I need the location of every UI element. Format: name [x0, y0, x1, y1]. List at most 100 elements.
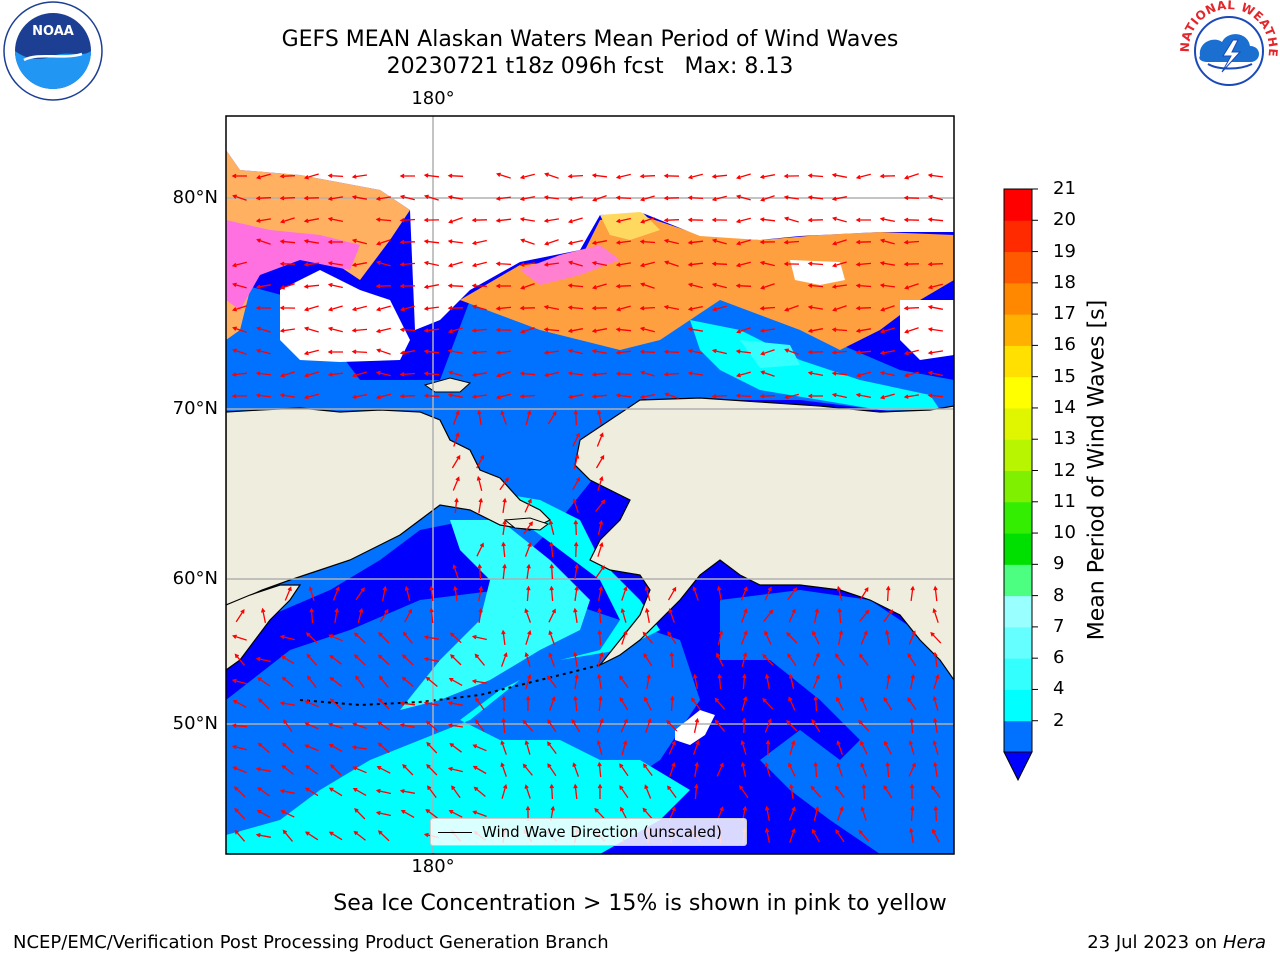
wind-wave-arrow [789, 783, 794, 799]
wind-wave-arrow [304, 700, 319, 708]
wind-wave-arrow [520, 326, 535, 334]
wind-wave-arrow [927, 327, 943, 332]
wind-wave-arrow [328, 831, 343, 841]
wind-wave-arrow [904, 327, 919, 334]
wind-wave-arrow [453, 432, 460, 447]
wind-wave-arrow [567, 173, 584, 179]
wind-wave-arrow [352, 787, 367, 796]
wind-wave-arrow [375, 788, 391, 795]
wind-wave-arrow [615, 262, 632, 267]
map-area [226, 116, 954, 854]
wind-wave-arrow [543, 327, 560, 332]
wind-wave-arrow [807, 217, 824, 223]
wind-wave-arrow [543, 218, 560, 223]
noaa-logo: NOAA [3, 1, 103, 101]
footer-left: NCEP/EMC/Verification Post Processing Pr… [13, 932, 609, 953]
wind-wave-arrow [351, 305, 367, 312]
wind-wave-arrow [525, 695, 531, 712]
wind-wave-arrow [329, 654, 342, 665]
wind-wave-arrow [694, 783, 699, 800]
wind-wave-arrow [423, 635, 440, 640]
wind-wave-arrow [591, 173, 607, 178]
wind-wave-arrow [883, 609, 894, 622]
wind-wave-arrow [377, 830, 390, 842]
wind-wave-arrow [375, 393, 391, 400]
wind-wave-arrow [279, 261, 296, 267]
wind-wave-arrow [687, 195, 704, 200]
colorbar-segment [1004, 626, 1032, 659]
wind-wave-arrow [495, 261, 512, 266]
wind-wave-arrow [231, 393, 248, 399]
wind-wave-arrow [425, 676, 438, 687]
wind-wave-arrow [280, 655, 295, 665]
wind-wave-arrow [759, 260, 775, 267]
wind-wave-arrow [449, 742, 462, 753]
wind-wave-arrow [524, 608, 532, 623]
wind-wave-arrow [308, 585, 315, 601]
wind-wave-arrow [904, 283, 919, 290]
wind-wave-arrow [735, 194, 751, 201]
wind-wave-arrow [741, 651, 748, 667]
wind-wave-arrow [596, 718, 604, 733]
wind-wave-arrow [931, 785, 941, 799]
wind-wave-arrow [860, 630, 868, 645]
wave-period-4-8-arctic-2 [740, 340, 800, 368]
wind-wave-arrow [759, 306, 776, 311]
wind-wave-arrow [447, 261, 463, 268]
colorbar-segment [1004, 345, 1032, 378]
wind-wave-arrow [327, 173, 344, 178]
wind-wave-arrow [567, 348, 583, 355]
wind-wave-arrow [399, 722, 416, 728]
colorbar-tick-label: 8 [1053, 584, 1065, 606]
wind-wave-arrow [783, 393, 799, 400]
wind-wave-arrow [327, 305, 343, 312]
wind-wave-arrow [885, 761, 890, 778]
wind-wave-arrow [232, 700, 247, 708]
wind-wave-arrow [471, 261, 487, 268]
wind-wave-arrow [714, 697, 725, 710]
wind-wave-arrow [452, 410, 460, 425]
wind-wave-arrow [807, 283, 824, 288]
wind-wave-arrow [831, 327, 848, 332]
wind-wave-arrow [687, 282, 703, 289]
wind-wave-arrow [621, 586, 628, 601]
wind-wave-arrow [591, 260, 608, 267]
colorbar-segment [1004, 564, 1032, 597]
wind-wave-arrow [375, 196, 392, 201]
wind-wave-arrow [667, 586, 677, 601]
wind-wave-arrow [573, 541, 579, 558]
wind-wave-arrow [664, 260, 679, 267]
wind-wave-arrow [524, 651, 531, 667]
wind-wave-arrow [255, 371, 271, 376]
wind-wave-arrow [932, 608, 939, 623]
wind-wave-arrow [399, 194, 415, 201]
wind-wave-arrow [448, 216, 463, 224]
wind-wave-arrow [639, 393, 656, 400]
wind-wave-arrow [831, 371, 848, 376]
wind-wave-arrow [933, 585, 938, 602]
wind-wave-arrow [304, 831, 319, 841]
wind-wave-arrow [309, 607, 314, 624]
wind-wave-arrow [836, 696, 844, 711]
wind-wave-arrow [544, 239, 559, 246]
wind-wave-arrow [423, 656, 440, 663]
wind-wave-arrow [836, 585, 843, 601]
wind-wave-arrow [231, 372, 248, 377]
lon-tick-top: 180° [411, 88, 455, 109]
wind-wave-arrow [855, 262, 872, 267]
wind-wave-arrow [399, 350, 416, 356]
wind-wave-arrow [471, 217, 488, 223]
colorbar-segment [1004, 189, 1032, 221]
wind-wave-arrow [927, 304, 944, 310]
wind-wave-arrow [855, 283, 872, 288]
wind-wave-arrow [549, 585, 554, 602]
wind-wave-arrow [451, 785, 461, 799]
wind-wave-arrow [281, 676, 294, 687]
wind-wave-arrow [788, 806, 796, 821]
wind-wave-arrow [615, 371, 632, 377]
wind-wave-arrow [639, 326, 655, 333]
wind-wave-arrow [760, 195, 775, 202]
wind-wave-arrow [742, 673, 747, 690]
wind-wave-arrow [855, 371, 871, 378]
wind-wave-arrow [378, 675, 389, 688]
